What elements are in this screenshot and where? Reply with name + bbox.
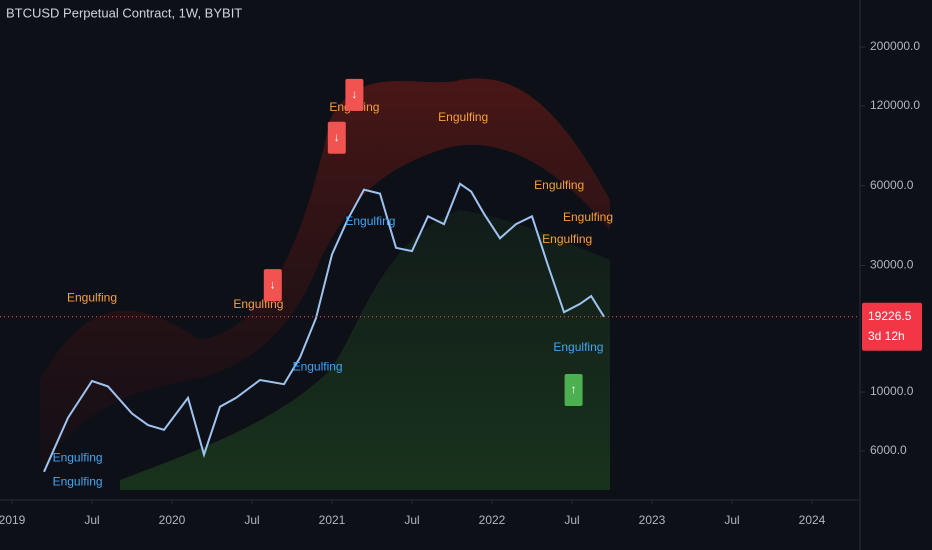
x-tick-label: Jul [84, 513, 99, 527]
signal-box [345, 78, 364, 111]
x-tick-label: Jul [244, 513, 259, 527]
annotation: Engulfing [534, 178, 584, 192]
annotation: Engulfing [542, 232, 592, 246]
band-lower [120, 210, 610, 490]
annotation: Engulfing [438, 110, 488, 124]
signal-box [263, 269, 282, 302]
y-tick-label: 120000.0 [870, 98, 920, 112]
y-tick-label: 10000.0 [870, 384, 914, 398]
x-tick-label: 2020 [159, 513, 186, 527]
annotation: Engulfing [67, 290, 117, 304]
x-tick-label: 2019 [0, 513, 26, 527]
x-tick-label: 2024 [799, 513, 826, 527]
annotation: Engulfing [345, 214, 395, 228]
chart-title: BTCUSD Perpetual Contract, 1W, BYBIT [6, 5, 242, 20]
band-upper [40, 78, 610, 470]
x-tick-label: 2023 [639, 513, 666, 527]
y-tick-label: 6000.0 [870, 443, 907, 457]
signal-box [564, 373, 583, 406]
annotation: Engulfing [563, 210, 613, 224]
signal-arrow: ↓ [270, 277, 276, 291]
signal-box [327, 121, 346, 154]
signal-arrow: ↓ [334, 130, 340, 144]
price-line [43, 182, 605, 473]
price-label-box [862, 302, 922, 351]
x-tick-label: Jul [564, 513, 579, 527]
x-tick-label: 2021 [319, 513, 346, 527]
x-tick-label: Jul [404, 513, 419, 527]
y-tick-label: 60000.0 [870, 178, 914, 192]
x-tick-label: 2022 [479, 513, 506, 527]
price-label: 19226.5 [868, 309, 912, 323]
countdown-label: 3d 12h [868, 329, 905, 343]
annotation: Engulfing [553, 340, 603, 354]
signal-arrow: ↑ [571, 382, 577, 396]
annotation: Engulfing [53, 450, 103, 464]
annotation: Engulfing [53, 474, 103, 488]
x-tick-label: Jul [724, 513, 739, 527]
annotation: Engulfing [293, 359, 343, 373]
y-tick-label: 200000.0 [870, 39, 920, 53]
signal-arrow: ↓ [351, 87, 357, 101]
y-tick-label: 30000.0 [870, 258, 914, 272]
